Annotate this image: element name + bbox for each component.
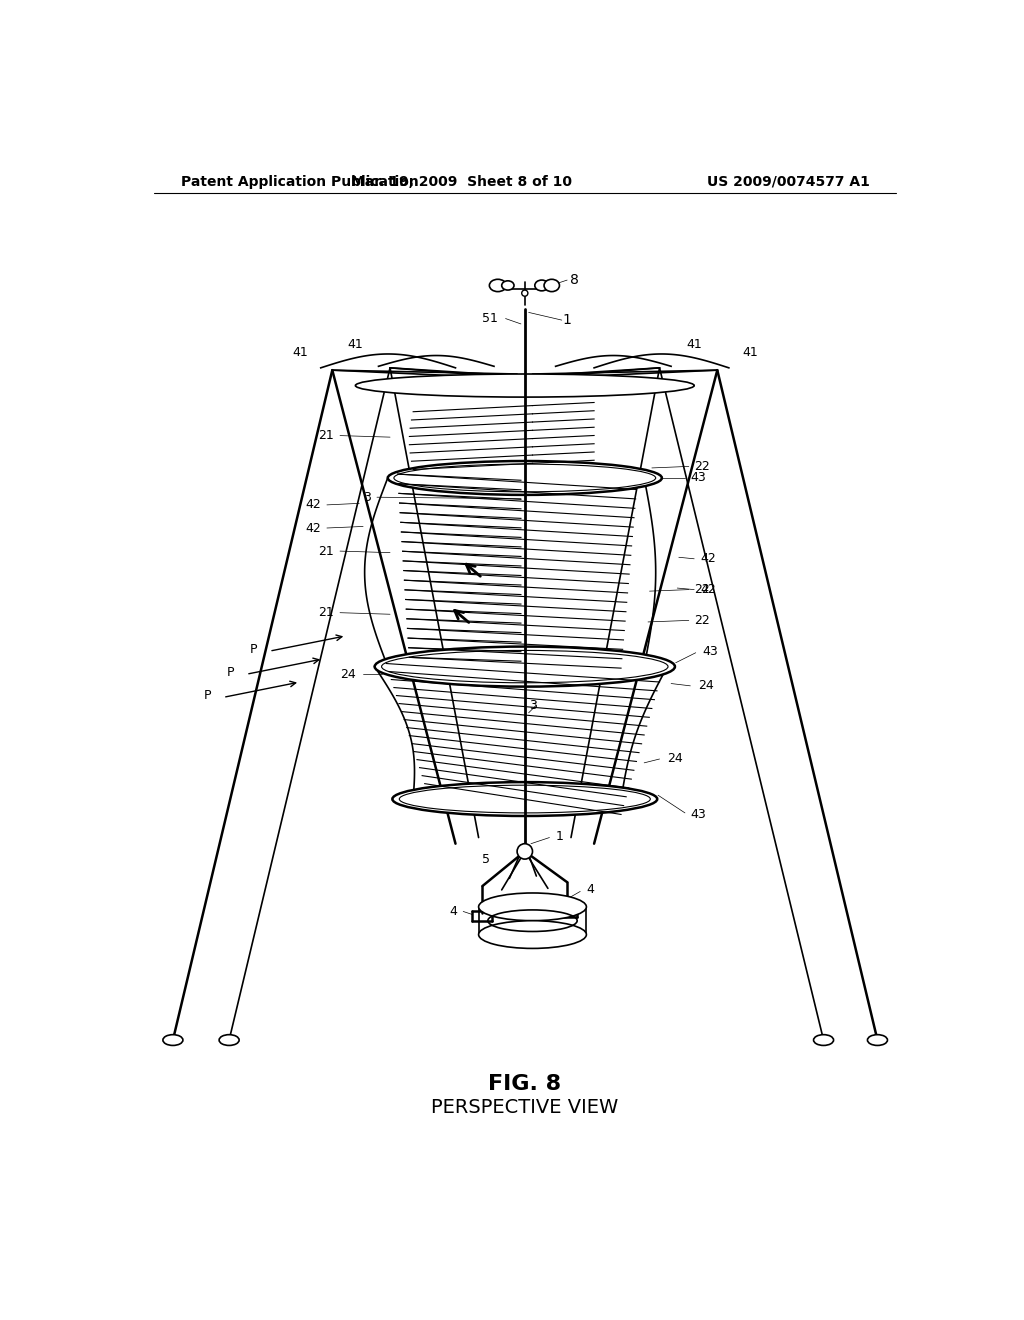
Text: 8: 8 bbox=[570, 273, 580, 286]
Ellipse shape bbox=[478, 892, 587, 921]
Ellipse shape bbox=[502, 281, 514, 290]
Text: P: P bbox=[227, 667, 234, 680]
Ellipse shape bbox=[163, 1035, 183, 1045]
Ellipse shape bbox=[392, 781, 657, 816]
Text: Patent Application Publication: Patent Application Publication bbox=[180, 174, 419, 189]
Text: 42: 42 bbox=[700, 583, 716, 597]
Ellipse shape bbox=[388, 461, 662, 495]
Text: 41: 41 bbox=[347, 338, 364, 351]
Text: 42: 42 bbox=[305, 499, 321, 511]
Ellipse shape bbox=[544, 280, 559, 292]
Text: US 2009/0074577 A1: US 2009/0074577 A1 bbox=[707, 174, 869, 189]
Ellipse shape bbox=[375, 647, 675, 686]
Text: 43: 43 bbox=[690, 471, 707, 484]
Text: 24: 24 bbox=[340, 668, 355, 681]
Text: 4: 4 bbox=[450, 906, 457, 917]
Ellipse shape bbox=[521, 290, 528, 296]
Text: P: P bbox=[250, 643, 258, 656]
Text: 21: 21 bbox=[318, 545, 334, 557]
Text: PERSPECTIVE VIEW: PERSPECTIVE VIEW bbox=[431, 1097, 618, 1117]
Text: 41: 41 bbox=[742, 346, 758, 359]
Text: 41: 41 bbox=[686, 338, 702, 351]
Text: 43: 43 bbox=[690, 808, 707, 821]
Text: 1: 1 bbox=[556, 829, 563, 842]
Text: 7: 7 bbox=[505, 936, 513, 949]
Text: 3: 3 bbox=[362, 491, 371, 504]
Text: Mar. 19, 2009  Sheet 8 of 10: Mar. 19, 2009 Sheet 8 of 10 bbox=[351, 174, 572, 189]
Ellipse shape bbox=[355, 374, 694, 397]
Text: 22: 22 bbox=[694, 583, 710, 597]
Ellipse shape bbox=[489, 280, 506, 292]
Text: 41: 41 bbox=[292, 346, 307, 359]
Text: 51: 51 bbox=[482, 312, 498, 325]
Ellipse shape bbox=[813, 1035, 834, 1045]
Ellipse shape bbox=[517, 843, 532, 859]
Text: 6: 6 bbox=[513, 911, 521, 924]
Text: 43: 43 bbox=[701, 644, 718, 657]
Text: P: P bbox=[204, 689, 211, 702]
Text: 22: 22 bbox=[694, 614, 710, 627]
Text: FIG. 8: FIG. 8 bbox=[488, 1074, 561, 1094]
Ellipse shape bbox=[478, 921, 587, 949]
Text: 3: 3 bbox=[528, 698, 537, 711]
Text: 21: 21 bbox=[318, 429, 334, 442]
Text: 42: 42 bbox=[305, 521, 321, 535]
Text: 24: 24 bbox=[668, 752, 683, 766]
Text: 5: 5 bbox=[482, 853, 490, 866]
Ellipse shape bbox=[219, 1035, 240, 1045]
Text: 22: 22 bbox=[694, 459, 710, 473]
Text: 1: 1 bbox=[563, 313, 571, 327]
Ellipse shape bbox=[867, 1035, 888, 1045]
Text: 24: 24 bbox=[698, 680, 714, 693]
Text: 21: 21 bbox=[318, 606, 334, 619]
Text: 3: 3 bbox=[486, 783, 494, 796]
Text: 42: 42 bbox=[700, 552, 716, 565]
Ellipse shape bbox=[535, 280, 549, 290]
Text: 4: 4 bbox=[587, 883, 594, 896]
